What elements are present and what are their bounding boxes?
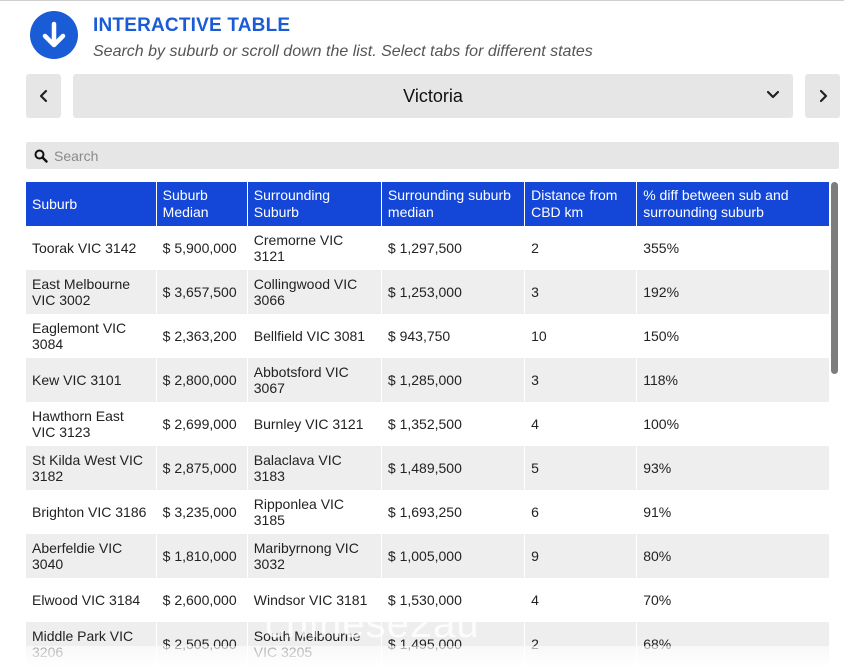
cell-suburb: East Melbourne VIC 3002 <box>26 270 157 314</box>
search-bar[interactable] <box>26 142 839 169</box>
cell-suburb-median: $ 3,235,000 <box>156 490 248 534</box>
cell-suburb: Toorak VIC 3142 <box>26 226 157 270</box>
cell-suburb-median: $ 5,900,000 <box>156 226 248 270</box>
table-row: Kew VIC 3101 $ 2,800,000 Abbotsford VIC … <box>26 358 829 402</box>
cell-surrounding-median: $ 943,750 <box>381 314 526 358</box>
cell-suburb: Elwood VIC 3184 <box>26 578 157 622</box>
cell-surrounding-median: $ 1,285,000 <box>381 358 526 402</box>
cell-surrounding-suburb: Cremorne VIC 3121 <box>247 226 382 270</box>
cell-suburb-median: $ 3,657,500 <box>156 270 248 314</box>
search-input[interactable] <box>54 146 824 165</box>
cell-suburb: Hawthorn East VIC 3123 <box>26 402 157 446</box>
cell-distance: 9 <box>524 534 638 578</box>
table-row: Eaglemont VIC 3084 $ 2,363,200 Bellfield… <box>26 314 829 358</box>
cell-percent-diff: 70% <box>636 578 829 622</box>
table-row: Hawthorn East VIC 3123 $ 2,699,000 Burnl… <box>26 402 829 446</box>
previous-state-button[interactable] <box>26 74 61 118</box>
column-header-surrounding-median[interactable]: Surrounding suburb median <box>381 182 526 226</box>
cell-suburb-median: $ 2,875,000 <box>156 446 248 490</box>
cell-suburb: Kew VIC 3101 <box>26 358 157 402</box>
table-row: Brighton VIC 3186 $ 3,235,000 Ripponlea … <box>26 490 829 534</box>
chevron-left-icon <box>39 89 47 103</box>
page-subtitle: Search by suburb or scroll down the list… <box>93 43 593 60</box>
cell-surrounding-median: $ 1,489,500 <box>381 446 526 490</box>
page-title: INTERACTIVE TABLE <box>93 15 291 36</box>
state-dropdown[interactable]: Victoria <box>73 74 793 118</box>
cell-surrounding-median: $ 1,005,000 <box>381 534 526 578</box>
table-row: Aberfeldie VIC 3040 $ 1,810,000 Maribyrn… <box>26 534 829 578</box>
cell-surrounding-suburb: Burnley VIC 3121 <box>247 402 382 446</box>
column-header-surrounding-suburb[interactable]: Surrounding Suburb <box>247 182 382 226</box>
cell-percent-diff: 192% <box>636 270 829 314</box>
column-header-suburb-median[interactable]: Suburb Median <box>156 182 248 226</box>
chevron-down-icon <box>766 90 780 99</box>
cell-distance: 10 <box>524 314 638 358</box>
cell-surrounding-median: $ 1,530,000 <box>381 578 526 622</box>
cell-suburb: Brighton VIC 3186 <box>26 490 157 534</box>
cell-percent-diff: 100% <box>636 402 829 446</box>
cell-distance: 6 <box>524 490 638 534</box>
cell-surrounding-median: $ 1,297,500 <box>381 226 526 270</box>
cell-distance: 3 <box>524 270 638 314</box>
selected-state: Victoria <box>403 86 463 106</box>
cell-percent-diff: 355% <box>636 226 829 270</box>
cell-suburb-median: $ 2,699,000 <box>156 402 248 446</box>
column-header-distance[interactable]: Distance from CBD km <box>524 182 638 226</box>
table-row: St Kilda West VIC 3182 $ 2,875,000 Balac… <box>26 446 829 490</box>
cell-suburb: Aberfeldie VIC 3040 <box>26 534 157 578</box>
table-scrollbar[interactable] <box>831 182 838 374</box>
download-arrow-icon <box>30 11 78 59</box>
chevron-right-icon <box>819 89 827 103</box>
top-divider <box>0 0 844 1</box>
cell-percent-diff: 150% <box>636 314 829 358</box>
cell-surrounding-median: $ 1,693,250 <box>381 490 526 534</box>
cell-surrounding-suburb: Balaclava VIC 3183 <box>247 446 382 490</box>
cell-distance: 3 <box>524 358 638 402</box>
table-header-row: Suburb Suburb Median Surrounding Suburb … <box>26 182 829 226</box>
cell-surrounding-suburb: Maribyrnong VIC 3032 <box>247 534 382 578</box>
cell-surrounding-suburb: Abbotsford VIC 3067 <box>247 358 382 402</box>
cell-distance: 2 <box>524 226 638 270</box>
cell-surrounding-suburb: Collingwood VIC 3066 <box>247 270 382 314</box>
cell-percent-diff: 80% <box>636 534 829 578</box>
suburb-table: Suburb Suburb Median Surrounding Suburb … <box>26 182 829 666</box>
table-row: East Melbourne VIC 3002 $ 3,657,500 Coll… <box>26 270 829 314</box>
cell-suburb-median: $ 2,600,000 <box>156 578 248 622</box>
table-row: Toorak VIC 3142 $ 5,900,000 Cremorne VIC… <box>26 226 829 270</box>
cell-distance: 4 <box>524 402 638 446</box>
cell-suburb-median: $ 1,810,000 <box>156 534 248 578</box>
cell-percent-diff: 118% <box>636 358 829 402</box>
cell-surrounding-median: $ 1,253,000 <box>381 270 526 314</box>
cell-suburb: St Kilda West VIC 3182 <box>26 446 157 490</box>
table-row: Elwood VIC 3184 $ 2,600,000 Windsor VIC … <box>26 578 829 622</box>
cell-surrounding-suburb: Ripponlea VIC 3185 <box>247 490 382 534</box>
cell-distance: 5 <box>524 446 638 490</box>
cell-distance: 4 <box>524 578 638 622</box>
search-icon <box>34 149 48 163</box>
cell-percent-diff: 93% <box>636 446 829 490</box>
cell-surrounding-suburb: Bellfield VIC 3081 <box>247 314 382 358</box>
cell-surrounding-median: $ 1,352,500 <box>381 402 526 446</box>
bottom-fade <box>0 646 844 667</box>
cell-suburb: Eaglemont VIC 3084 <box>26 314 157 358</box>
cell-suburb-median: $ 2,363,200 <box>156 314 248 358</box>
cell-suburb-median: $ 2,800,000 <box>156 358 248 402</box>
watermark: chinese2au <box>265 602 480 646</box>
cell-surrounding-suburb: Windsor VIC 3181 <box>247 578 382 622</box>
next-state-button[interactable] <box>805 74 840 118</box>
cell-percent-diff: 91% <box>636 490 829 534</box>
column-header-suburb[interactable]: Suburb <box>26 182 157 226</box>
column-header-percent-diff[interactable]: % diff between sub and surrounding subur… <box>636 182 829 226</box>
